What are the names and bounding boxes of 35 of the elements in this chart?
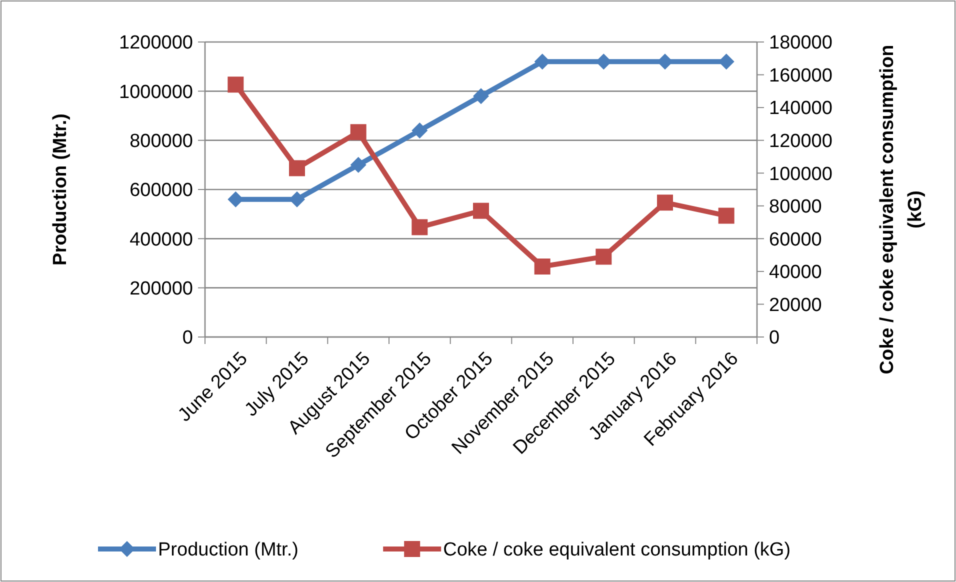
y2-tick-label: 140000 [769, 98, 832, 120]
y-tick-label: 800000 [130, 130, 193, 152]
y2-tick-label: 180000 [769, 32, 832, 54]
point [473, 88, 489, 104]
y2-tick-label: 160000 [769, 65, 832, 86]
y2-tick-label: 120000 [769, 130, 832, 152]
y-tick-label: 0 [182, 328, 193, 349]
point [412, 219, 428, 236]
point [657, 54, 673, 70]
y-tick-label: 400000 [130, 229, 193, 250]
point [228, 76, 244, 93]
legend-label: Coke / coke equivalent consumption (kG) [443, 540, 791, 561]
y2-tick-label: 100000 [769, 164, 832, 185]
point [289, 191, 305, 208]
point [289, 160, 305, 176]
point [473, 202, 489, 219]
y-tick-label: 200000 [130, 278, 193, 300]
y2-axis-title: Coke / coke equivalent consumption (kG) [877, 44, 926, 374]
y2-tick-label: 0 [769, 328, 780, 349]
point [718, 208, 734, 224]
point [350, 156, 366, 173]
point [350, 124, 366, 140]
y-axis-title: Production (Mtr.) [50, 114, 71, 266]
point [657, 194, 673, 211]
y-tick-label: 1200000 [119, 32, 193, 54]
legend-label: Production (Mtr.) [158, 540, 298, 561]
y2-tick-label: 20000 [769, 294, 822, 316]
y-tick-label: 600000 [130, 180, 193, 202]
y2-tick-label: 40000 [769, 262, 822, 284]
y2-tick-label: 60000 [769, 229, 822, 250]
point [534, 258, 550, 275]
y-tick-label: 1000000 [119, 82, 193, 103]
y2-tick-label: 80000 [769, 196, 822, 218]
point [412, 122, 428, 138]
point [596, 248, 612, 265]
